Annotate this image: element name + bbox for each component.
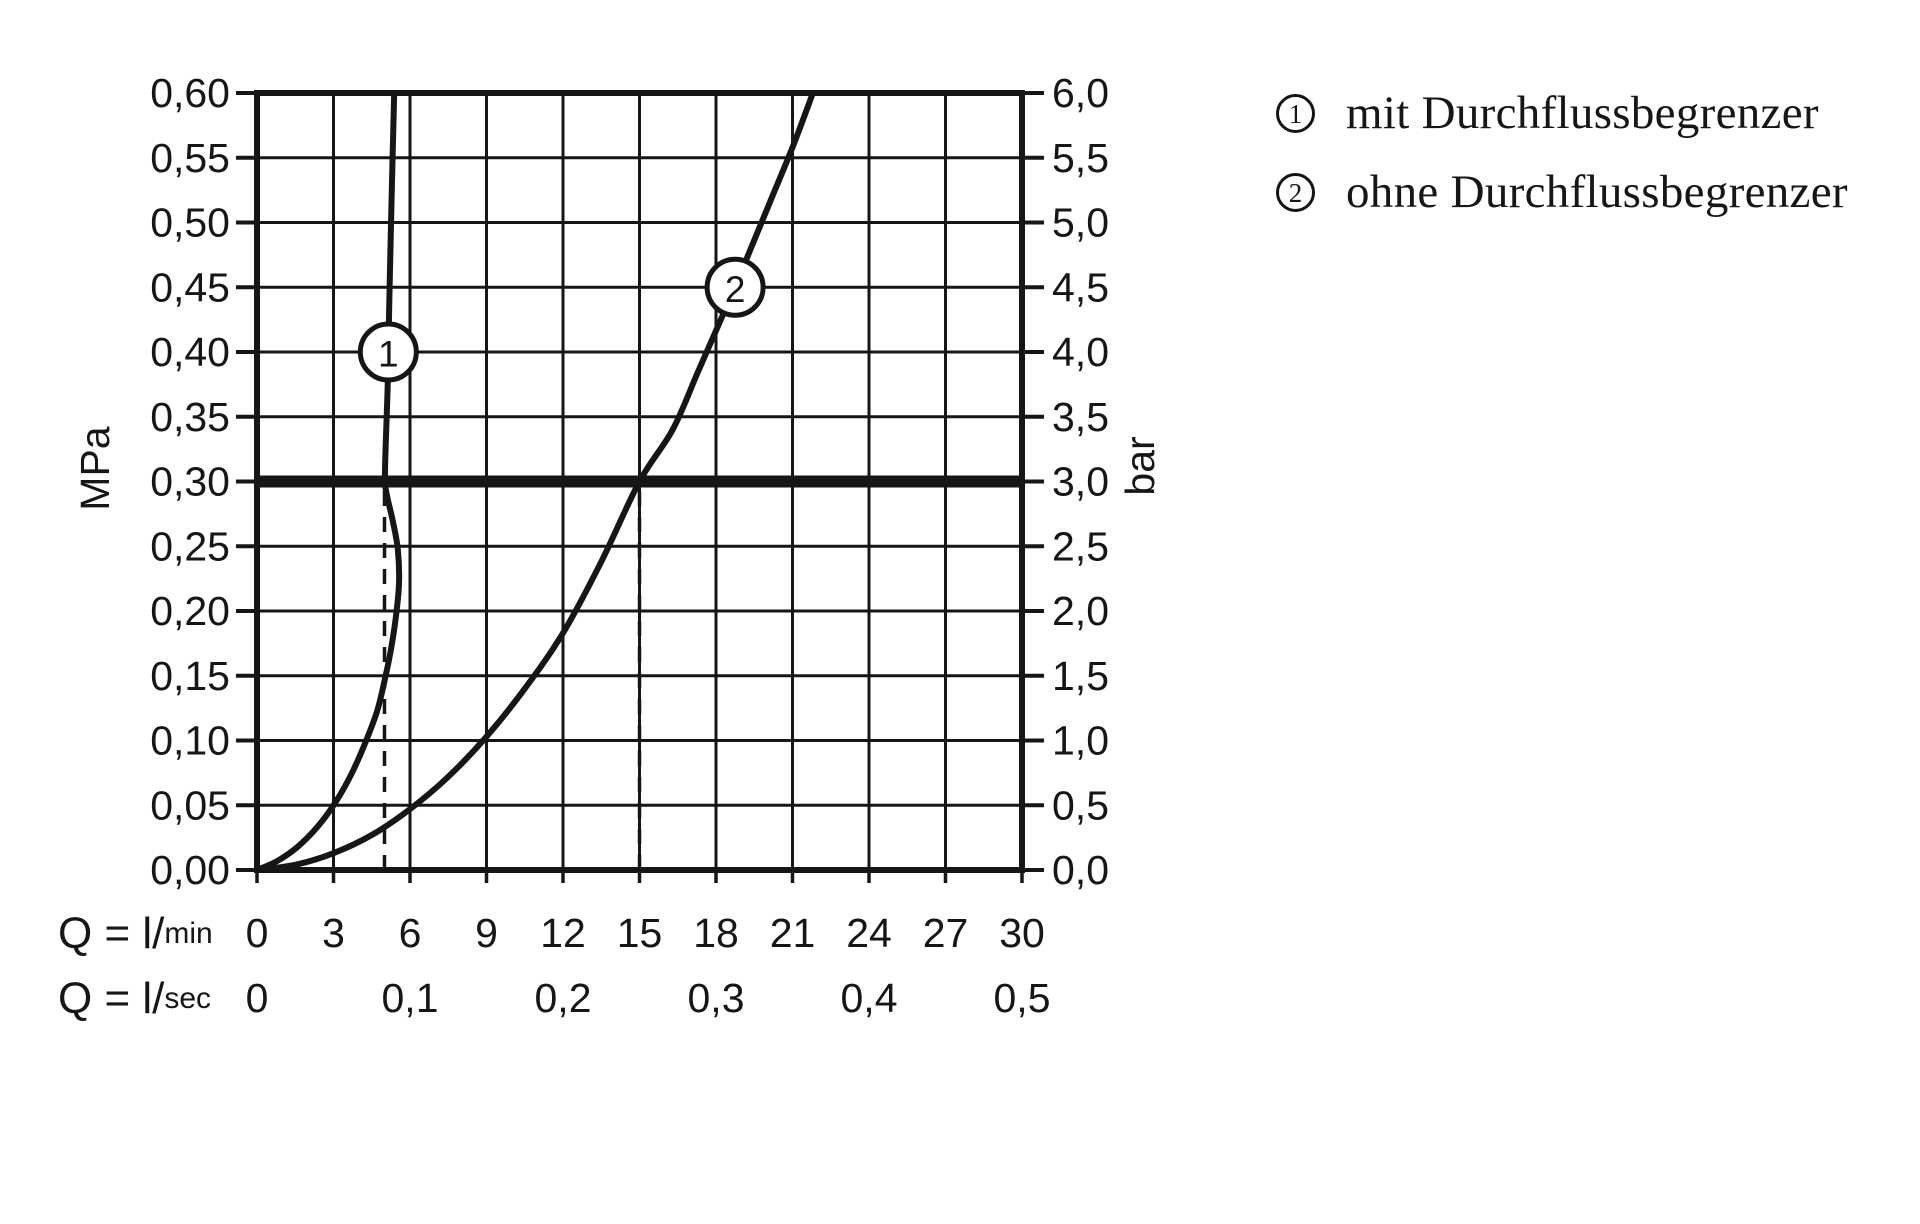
- svg-text:3,0: 3,0: [1052, 459, 1109, 505]
- svg-text:0,40: 0,40: [150, 329, 230, 375]
- svg-text:3: 3: [322, 910, 345, 956]
- svg-text:15: 15: [617, 910, 663, 956]
- svg-text:18: 18: [693, 910, 739, 956]
- svg-text:0,55: 0,55: [150, 135, 230, 181]
- legend-item-2: 2 ohne Durchflussbegrenzer: [1276, 169, 1848, 216]
- svg-text:MPa: MPa: [72, 426, 118, 511]
- svg-text:bar: bar: [1117, 436, 1163, 495]
- svg-text:1,5: 1,5: [1052, 653, 1109, 699]
- svg-text:0,05: 0,05: [150, 782, 230, 828]
- svg-text:0,4: 0,4: [841, 975, 898, 1021]
- svg-text:12: 12: [540, 910, 586, 956]
- svg-text:1,0: 1,0: [1052, 718, 1109, 764]
- svg-text:27: 27: [923, 910, 969, 956]
- flow-pressure-chart: 0,600,550,500,450,400,350,300,250,200,15…: [58, 70, 1163, 1023]
- svg-text:0,45: 0,45: [150, 264, 230, 310]
- svg-text:0: 0: [246, 975, 269, 1021]
- svg-text:0,35: 0,35: [150, 394, 230, 440]
- svg-text:5,5: 5,5: [1052, 135, 1109, 181]
- svg-text:2,0: 2,0: [1052, 588, 1109, 634]
- svg-text:Q = l/sec: Q = l/sec: [58, 974, 211, 1023]
- legend: 1 mit Durchflussbegrenzer 2 ohne Durchfl…: [1276, 90, 1848, 216]
- svg-text:0,50: 0,50: [150, 200, 230, 246]
- svg-text:5,0: 5,0: [1052, 200, 1109, 246]
- svg-text:0,00: 0,00: [150, 847, 230, 893]
- legend-label-2: ohne Durchflussbegrenzer: [1346, 166, 1848, 218]
- svg-text:4,0: 4,0: [1052, 329, 1109, 375]
- svg-text:6,0: 6,0: [1052, 70, 1109, 116]
- svg-text:21: 21: [770, 910, 816, 956]
- svg-text:0,3: 0,3: [688, 975, 745, 1021]
- svg-text:0,5: 0,5: [1052, 782, 1109, 828]
- svg-text:0,0: 0,0: [1052, 847, 1109, 893]
- svg-text:0,1: 0,1: [382, 975, 439, 1021]
- svg-text:0,5: 0,5: [994, 975, 1051, 1021]
- svg-text:0,2: 0,2: [535, 975, 592, 1021]
- svg-text:2,5: 2,5: [1052, 523, 1109, 569]
- svg-text:0: 0: [246, 910, 269, 956]
- svg-text:1: 1: [378, 334, 399, 375]
- svg-text:0,30: 0,30: [150, 459, 230, 505]
- svg-text:4,5: 4,5: [1052, 264, 1109, 310]
- svg-text:0,15: 0,15: [150, 653, 230, 699]
- svg-text:6: 6: [399, 910, 422, 956]
- legend-symbol-1: 1: [1288, 98, 1303, 129]
- svg-text:Q = l/min: Q = l/min: [58, 909, 213, 958]
- legend-symbol-2-circle-icon: 2: [1276, 173, 1315, 212]
- svg-text:0,60: 0,60: [150, 70, 230, 116]
- svg-text:3,5: 3,5: [1052, 394, 1109, 440]
- svg-text:0,20: 0,20: [150, 588, 230, 634]
- legend-label-1: mit Durchflussbegrenzer: [1346, 87, 1819, 139]
- legend-item-1: 1 mit Durchflussbegrenzer: [1276, 90, 1848, 137]
- svg-text:0,10: 0,10: [150, 718, 230, 764]
- svg-text:9: 9: [475, 910, 498, 956]
- svg-text:2: 2: [725, 269, 746, 310]
- svg-text:30: 30: [999, 910, 1045, 956]
- legend-symbol-1-circle-icon: 1: [1276, 94, 1315, 133]
- legend-symbol-2: 2: [1288, 177, 1303, 208]
- svg-text:24: 24: [846, 910, 892, 956]
- svg-text:0,25: 0,25: [150, 523, 230, 569]
